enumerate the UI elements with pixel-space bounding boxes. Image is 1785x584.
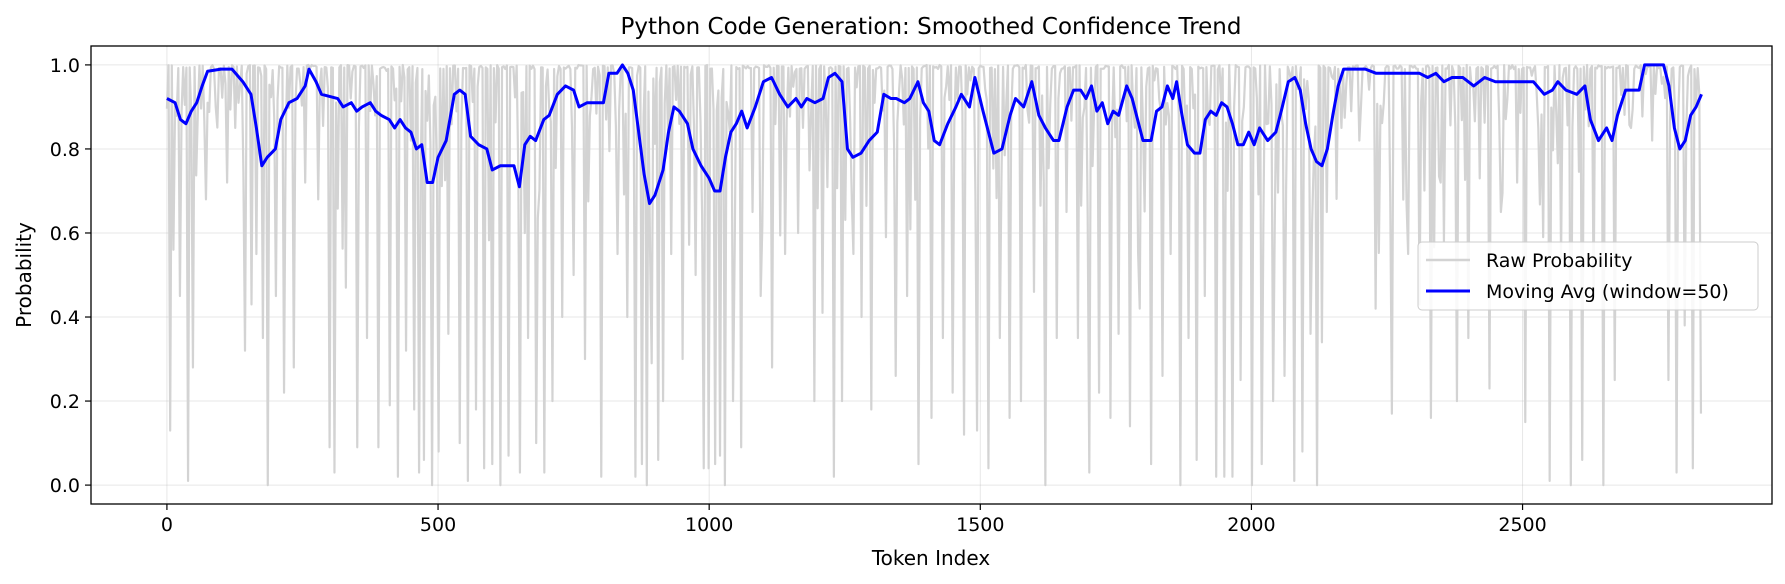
chart-title: Python Code Generation: Smoothed Confide…: [621, 14, 1242, 40]
raw-probability-series: [165, 63, 1703, 487]
y-tick-label: 1.0: [50, 55, 80, 77]
moving-average-series: [166, 63, 1703, 206]
legend-box: [1417, 241, 1759, 311]
plot-frame: [90, 45, 1773, 505]
y-tick-label: 0.4: [50, 307, 80, 329]
x-tick-label: 0: [161, 514, 173, 536]
legend-moving-avg-label: Moving Avg (window=50): [1486, 281, 1729, 303]
x-tick-label: 500: [420, 514, 456, 536]
x-tick-label: 2500: [1498, 514, 1546, 536]
x-tick-label: 1500: [956, 514, 1004, 536]
y-tick-label: 0.8: [50, 139, 80, 161]
x-axis-label: Token Index: [871, 546, 990, 570]
raw-probability-line: [165, 63, 1703, 487]
y-tick-label: 0.2: [50, 391, 80, 413]
legend: Raw Probability Moving Avg (window=50): [1417, 241, 1759, 311]
x-tick-label: 2000: [1227, 514, 1275, 536]
legend-raw-probability-label: Raw Probability: [1486, 250, 1632, 272]
axis-ticks: 0 500 1000 1500 2000 2500 0.0 0.2 0.4 0.6 0.8 1.0: [50, 55, 1547, 536]
x-tick-label: 1000: [685, 514, 733, 536]
y-axis-label: Probability: [12, 222, 36, 328]
moving-average-line: [166, 63, 1703, 206]
y-tick-label: 0.0: [50, 475, 80, 497]
y-tick-label: 0.6: [50, 223, 80, 245]
